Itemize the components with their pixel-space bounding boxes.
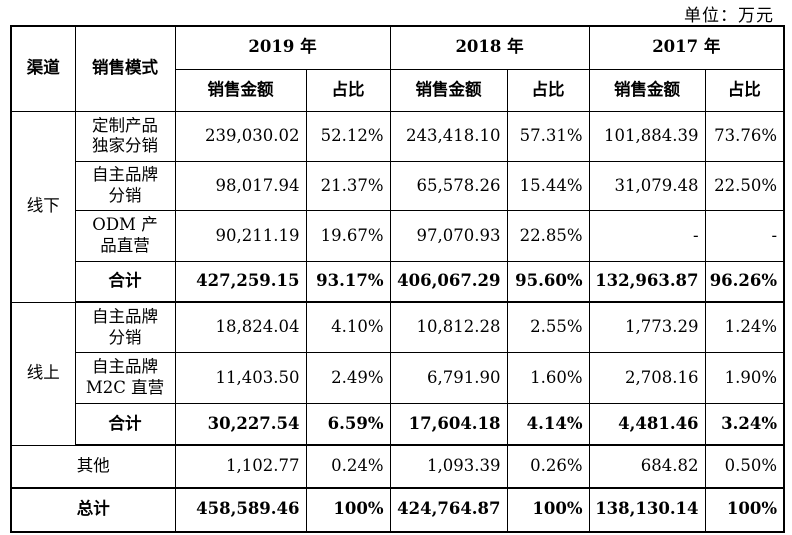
- mode-cell: ODM 产品直营: [74, 210, 176, 262]
- value-cell: 406,067.29: [389, 260, 508, 304]
- value-cell: 684.82: [588, 444, 706, 489]
- ratio-cell: 6.59%: [305, 402, 391, 447]
- value-cell: 97,070.93: [389, 210, 508, 262]
- subtotal-label: 合计: [74, 260, 176, 304]
- ratio-cell: 0.24%: [305, 444, 391, 489]
- channel-online: 线上: [10, 301, 76, 446]
- header-ratio: 占比: [506, 68, 590, 112]
- ratio-cell: 4.14%: [506, 402, 590, 447]
- ratio-cell: 100%: [305, 487, 391, 533]
- value-cell: 427,259.15: [174, 260, 307, 304]
- total-label: 总计: [10, 487, 176, 533]
- mode-cell: 自主品牌 分销: [74, 160, 176, 212]
- value-cell: 98,017.94: [174, 160, 307, 212]
- table-row: 线上 自主品牌 分销 18,824.04 4.10% 10,812.28 2.55…: [10, 301, 785, 446]
- value-cell: 65,578.26: [389, 160, 508, 212]
- mode-cell: 自主品牌 分销: [74, 301, 176, 354]
- value-cell: 11,403.50: [174, 352, 307, 404]
- ratio-cell: 95.60%: [506, 260, 590, 304]
- other-label: 其他: [10, 444, 176, 489]
- header-amount: 销售金额: [174, 68, 307, 112]
- ratio-cell: 21.37%: [305, 160, 391, 212]
- unit-label: 单位：万元: [684, 6, 774, 26]
- other-row: 其他 1,102.77 0.24% 1,093.39 0.26% 684.82 …: [10, 444, 785, 489]
- ratio-cell: 52.12%: [305, 110, 391, 162]
- value-cell: 1,773.29: [588, 301, 706, 354]
- total-row: 总计 458,589.46 100% 424,764.87 100% 138,1…: [10, 487, 785, 533]
- sales-table: 渠道 销售模式 2019 年 2018 年 2017 年 销售金额 占比 销售金…: [10, 25, 786, 533]
- ratio-cell: 22.50%: [704, 160, 785, 212]
- header-year-2017: 2017 年: [588, 25, 785, 70]
- value-cell: 424,764.87: [389, 487, 508, 533]
- value-cell: 138,130.14: [588, 487, 706, 533]
- value-cell: 18,824.04: [174, 301, 307, 354]
- header-channel: 渠道: [10, 25, 76, 112]
- value-cell: 90,211.19: [174, 210, 307, 262]
- ratio-cell: 1.60%: [506, 352, 590, 404]
- header-mode: 销售模式: [74, 25, 176, 112]
- value-cell: -: [588, 210, 706, 262]
- table-row: 自主品牌 分销 98,017.94 21.37% 65,578.26 15.44%…: [11, 160, 785, 212]
- ratio-cell: 2.55%: [506, 301, 590, 354]
- value-cell: 31,079.48: [588, 160, 706, 212]
- value-cell: 458,589.46: [174, 487, 307, 533]
- ratio-cell: 3.24%: [704, 402, 785, 447]
- header-year-2019: 2019 年: [174, 25, 391, 70]
- ratio-cell: 15.44%: [506, 160, 590, 212]
- header-amount: 销售金额: [389, 68, 508, 112]
- ratio-cell: 93.17%: [305, 260, 391, 304]
- ratio-cell: 1.24%: [704, 301, 785, 354]
- value-cell: 10,812.28: [389, 301, 508, 354]
- value-cell: 2,708.16: [588, 352, 706, 404]
- subtotal-row: 合计 427,259.15 93.17% 406,067.29 95.60% 1…: [11, 260, 785, 304]
- ratio-cell: 22.85%: [506, 210, 590, 262]
- ratio-cell: 96.26%: [704, 260, 785, 304]
- ratio-cell: 2.49%: [305, 352, 391, 404]
- value-cell: 239,030.02: [174, 110, 307, 162]
- ratio-cell: 0.50%: [704, 444, 785, 489]
- value-cell: 243,418.10: [389, 110, 508, 162]
- value-cell: 17,604.18: [389, 402, 508, 447]
- value-cell: 6,791.90: [389, 352, 508, 404]
- ratio-cell: 100%: [506, 487, 590, 533]
- header-ratio: 占比: [704, 68, 785, 112]
- value-cell: 4,481.46: [588, 402, 706, 447]
- ratio-cell: -: [704, 210, 785, 262]
- ratio-cell: 1.90%: [704, 352, 785, 404]
- ratio-cell: 19.67%: [305, 210, 391, 262]
- table-row: ODM 产品直营 90,211.19 19.67% 97,070.93 22.8…: [11, 210, 785, 262]
- ratio-cell: 0.26%: [506, 444, 590, 489]
- mode-cell: 自主品牌 M2C 直营: [74, 352, 176, 404]
- value-cell: 132,963.87: [588, 260, 706, 304]
- mode-cell: 定制产品 独家分销: [74, 110, 176, 162]
- subtotal-label: 合计: [74, 402, 176, 447]
- channel-offline: 线下: [10, 110, 76, 303]
- subtotal-row: 合计 30,227.54 6.59% 17,604.18 4.14% 4,481…: [11, 402, 785, 447]
- ratio-cell: 100%: [704, 487, 785, 533]
- value-cell: 1,093.39: [389, 444, 508, 489]
- ratio-cell: 4.10%: [305, 301, 391, 354]
- ratio-cell: 57.31%: [506, 110, 590, 162]
- table-row: 自主品牌 M2C 直营 11,403.50 2.49% 6,791.90 1.60…: [11, 352, 785, 404]
- value-cell: 1,102.77: [174, 444, 307, 489]
- header-ratio: 占比: [305, 68, 391, 112]
- ratio-cell: 73.76%: [704, 110, 785, 162]
- header-year-2018: 2018 年: [389, 25, 590, 70]
- value-cell: 101,884.39: [588, 110, 706, 162]
- header-amount: 销售金额: [588, 68, 706, 112]
- value-cell: 30,227.54: [174, 402, 307, 447]
- table-row: 线下 定制产品 独家分销 239,030.02 52.12% 243,418.10…: [10, 110, 785, 303]
